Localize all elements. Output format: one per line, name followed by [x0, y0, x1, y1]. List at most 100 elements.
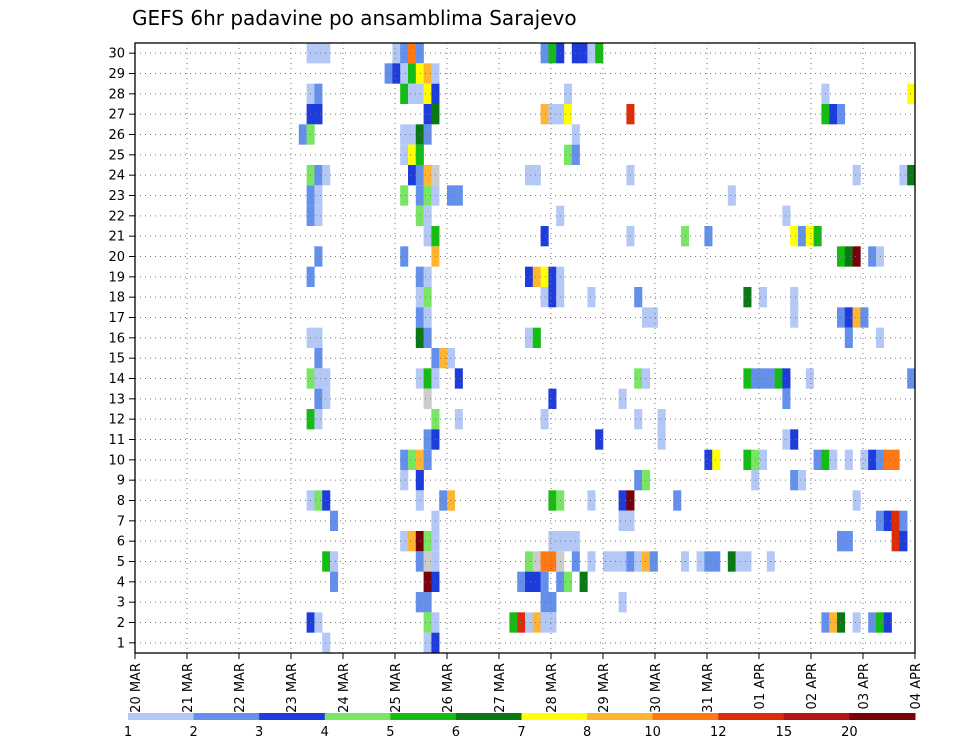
heatmap-cell [322, 388, 331, 409]
colorbar-label: 10 [644, 725, 661, 740]
heatmap-cell [642, 551, 651, 572]
y-tick-label: 12 [108, 413, 125, 428]
heatmap-cell [400, 124, 409, 145]
axes-layer: 1234567891011121314151617181920212223242… [108, 42, 924, 713]
heatmap-cell [525, 266, 534, 287]
heatmap-cell [790, 287, 799, 308]
heatmap-cell [423, 531, 432, 552]
heatmap-cell [415, 185, 424, 206]
heatmap-cell [743, 551, 752, 572]
y-tick-label: 23 [108, 189, 125, 204]
heatmap-cell [423, 83, 432, 104]
heatmap-cell [509, 612, 518, 633]
heatmap-cell [907, 368, 916, 389]
heatmap-cell [610, 551, 619, 572]
heatmap-cell [727, 185, 736, 206]
heatmap-cell [587, 490, 596, 511]
heatmap-cell [447, 185, 456, 206]
heatmap-cell [400, 449, 409, 470]
heatmap-cell [564, 571, 573, 592]
heatmap-cell [415, 63, 424, 84]
heatmap-cell [837, 307, 846, 328]
heatmap-cell [415, 287, 424, 308]
heatmap-cell [540, 409, 549, 430]
heatmap-cell [540, 551, 549, 572]
heatmap-cell [408, 124, 417, 145]
y-tick-label: 21 [108, 230, 125, 245]
heatmap-cell [782, 205, 791, 226]
heatmap-cell [759, 287, 768, 308]
heatmap-cell [548, 490, 557, 511]
heatmap-cell [392, 63, 401, 84]
y-tick-label: 20 [108, 250, 125, 265]
heatmap-cell [415, 449, 424, 470]
heatmap-cell [423, 226, 432, 247]
heatmap-cell [330, 510, 339, 531]
heatmap-cell [423, 327, 432, 348]
heatmap-cell [322, 368, 331, 389]
heatmap-cell [540, 612, 549, 633]
grid-layer [135, 43, 915, 653]
heatmap-cell [423, 205, 432, 226]
heatmap-cell [587, 43, 596, 64]
x-tick-label: 04 APR [909, 663, 924, 709]
heatmap-cell [634, 409, 643, 430]
heatmap-cell [408, 449, 417, 470]
heatmap-cell [423, 368, 432, 389]
heatmap-cell [704, 226, 713, 247]
colorbar-label: 1 [124, 725, 132, 740]
heatmap-cell [844, 327, 853, 348]
heatmap-cell [454, 185, 463, 206]
heatmap-cell [548, 612, 557, 633]
heatmap-cell [408, 63, 417, 84]
heatmap-cell [634, 551, 643, 572]
colorbar-swatch [718, 713, 785, 720]
heatmap-cell [790, 429, 799, 450]
heatmap-cell [314, 409, 323, 430]
x-tick-label: 22 MAR [233, 663, 248, 713]
heatmap-cell [657, 409, 666, 430]
heatmap-cell [415, 165, 424, 186]
heatmap-cell [540, 226, 549, 247]
heatmap-cell [673, 490, 682, 511]
heatmap-cell [618, 510, 627, 531]
heatmap-cell [423, 592, 432, 613]
heatmap-cell [314, 246, 323, 267]
heatmap-cell [798, 470, 807, 491]
heatmap-cell [525, 612, 534, 633]
heatmap-cell [415, 307, 424, 328]
heatmap-cell [408, 83, 417, 104]
heatmap-cell [415, 470, 424, 491]
x-tick-label: 30 MAR [649, 663, 664, 713]
heatmap-cell [837, 531, 846, 552]
heatmap-cell [314, 327, 323, 348]
x-tick-label: 25 MAR [389, 663, 404, 713]
heatmap-cell [564, 83, 573, 104]
heatmap-cell [790, 307, 799, 328]
heatmap-cell [330, 551, 339, 572]
heatmap-cell [837, 104, 846, 125]
heatmap-cell [564, 531, 573, 552]
y-tick-label: 15 [108, 352, 125, 367]
heatmap-cell [392, 43, 401, 64]
heatmap-cell [548, 266, 557, 287]
heatmap-cell [525, 551, 534, 572]
heatmap-cell [548, 43, 557, 64]
heatmap-cell [415, 144, 424, 165]
heatmap-cell [844, 531, 853, 552]
heatmap-cell [852, 612, 861, 633]
plot-frame [134, 42, 916, 654]
colorbar-label: 7 [517, 725, 525, 740]
heatmap-cell [423, 266, 432, 287]
chart-title: GEFS 6hr padavine po ansamblima Sarajevo [132, 6, 577, 30]
colorbar-swatch [587, 713, 654, 720]
heatmap-cell [439, 490, 448, 511]
y-tick-label: 10 [108, 453, 125, 468]
heatmap-cell [540, 287, 549, 308]
colorbar-label: 20 [841, 725, 858, 740]
y-tick-label: 18 [108, 291, 125, 306]
heatmap-cell [408, 165, 417, 186]
heatmap-cell [649, 307, 658, 328]
colorbar-layer: 1 2 3 4 5 6 7 8 10 12 15 20 [124, 713, 916, 740]
x-tick-label: 31 MAR [701, 663, 716, 713]
